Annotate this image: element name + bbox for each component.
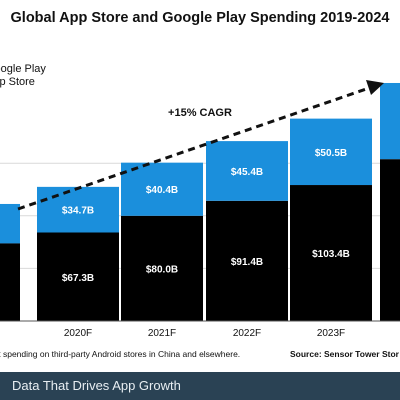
source-note: Source: Sensor Tower Stor	[290, 349, 399, 359]
cagr-arrowhead	[366, 80, 384, 95]
bar-google-play-2020F	[37, 232, 119, 321]
cagr-annotation: +15% CAGR	[168, 107, 232, 119]
legend: Google Play App Store	[0, 63, 46, 89]
x-tick-label-2022F: 2022F	[233, 328, 261, 339]
legend-item-google-play: Google Play	[0, 63, 46, 75]
edge-bar-right-google-play	[380, 159, 400, 321]
data-label-app-store-2020F: $34.7B	[62, 206, 94, 217]
edge-bar-right-app-store	[380, 82, 400, 160]
bar-app-store-2023F	[290, 118, 372, 186]
data-label-google-play-2020F: $67.3B	[62, 273, 94, 284]
footnote: ct spending on third-party Android store…	[0, 349, 241, 359]
banner-text: Data That Drives App Growth	[12, 378, 181, 393]
data-label-app-store-2022F: $45.4B	[231, 167, 263, 178]
cagr-trend-line	[17, 85, 373, 211]
chart-title: Global App Store and Google Play Spendin…	[10, 10, 390, 26]
bar-app-store-2021F	[121, 162, 203, 216]
x-tick-label-2023F: 2023F	[317, 328, 345, 339]
bar-google-play-2021F	[121, 215, 203, 321]
data-label-app-store-2023F: $50.5B	[315, 148, 347, 159]
bar-google-play-2023F	[290, 185, 372, 321]
bar-google-play-2022F	[206, 200, 288, 321]
bar-app-store-2022F	[206, 141, 288, 201]
data-label-app-store-2021F: $40.4B	[146, 185, 178, 196]
data-label-google-play-2023F: $103.4B	[312, 249, 350, 260]
bar-app-store-2020F	[37, 186, 119, 233]
x-tick-label-2021F: 2021F	[148, 328, 176, 339]
data-label-google-play-2022F: $91.4B	[231, 257, 263, 268]
data-label-google-play-2021F: $80.0B	[146, 264, 178, 275]
stacked-bar-chart: $67.3B $34.7B 2020F $80.0B $40.4B 2021F $91.4B…	[0, 80, 400, 339]
edge-bar-left-app-store	[0, 203, 20, 244]
legend-item-app-store: App Store	[0, 76, 35, 88]
footer-banner: Data That Drives App Growth	[0, 372, 400, 400]
edge-bar-left-google-play	[0, 243, 20, 321]
x-tick-label-2020F: 2020F	[64, 328, 92, 339]
